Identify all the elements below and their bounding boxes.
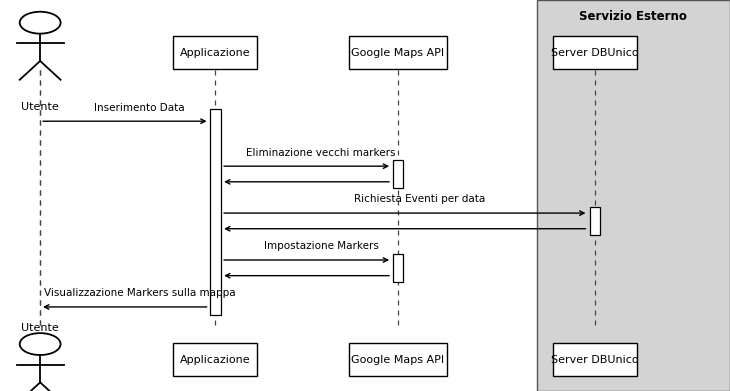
Text: Server DBUnico: Server DBUnico <box>551 355 639 365</box>
Bar <box>174 36 257 69</box>
Bar <box>349 36 447 69</box>
Bar <box>537 0 730 391</box>
Bar <box>349 343 447 376</box>
Bar <box>393 160 403 188</box>
Bar <box>591 207 600 235</box>
Text: Visualizzazione Markers sulla mappa: Visualizzazione Markers sulla mappa <box>44 288 235 298</box>
Text: Google Maps API: Google Maps API <box>351 355 445 365</box>
Bar <box>210 109 221 315</box>
Text: Inserimento Data: Inserimento Data <box>94 102 185 113</box>
Bar <box>553 36 637 69</box>
Text: Google Maps API: Google Maps API <box>351 48 445 58</box>
Text: Applicazione: Applicazione <box>180 48 250 58</box>
Text: Utente: Utente <box>21 102 59 112</box>
Text: Richiesta Eventi per data: Richiesta Eventi per data <box>354 194 485 204</box>
Text: Servizio Esterno: Servizio Esterno <box>580 10 687 23</box>
Bar <box>553 343 637 376</box>
Text: Utente: Utente <box>21 323 59 333</box>
Bar <box>393 254 403 282</box>
Text: Applicazione: Applicazione <box>180 355 250 365</box>
Text: Impostazione Markers: Impostazione Markers <box>264 241 379 251</box>
Text: Eliminazione vecchi markers: Eliminazione vecchi markers <box>247 147 396 158</box>
Bar <box>174 343 257 376</box>
Text: Server DBUnico: Server DBUnico <box>551 48 639 58</box>
